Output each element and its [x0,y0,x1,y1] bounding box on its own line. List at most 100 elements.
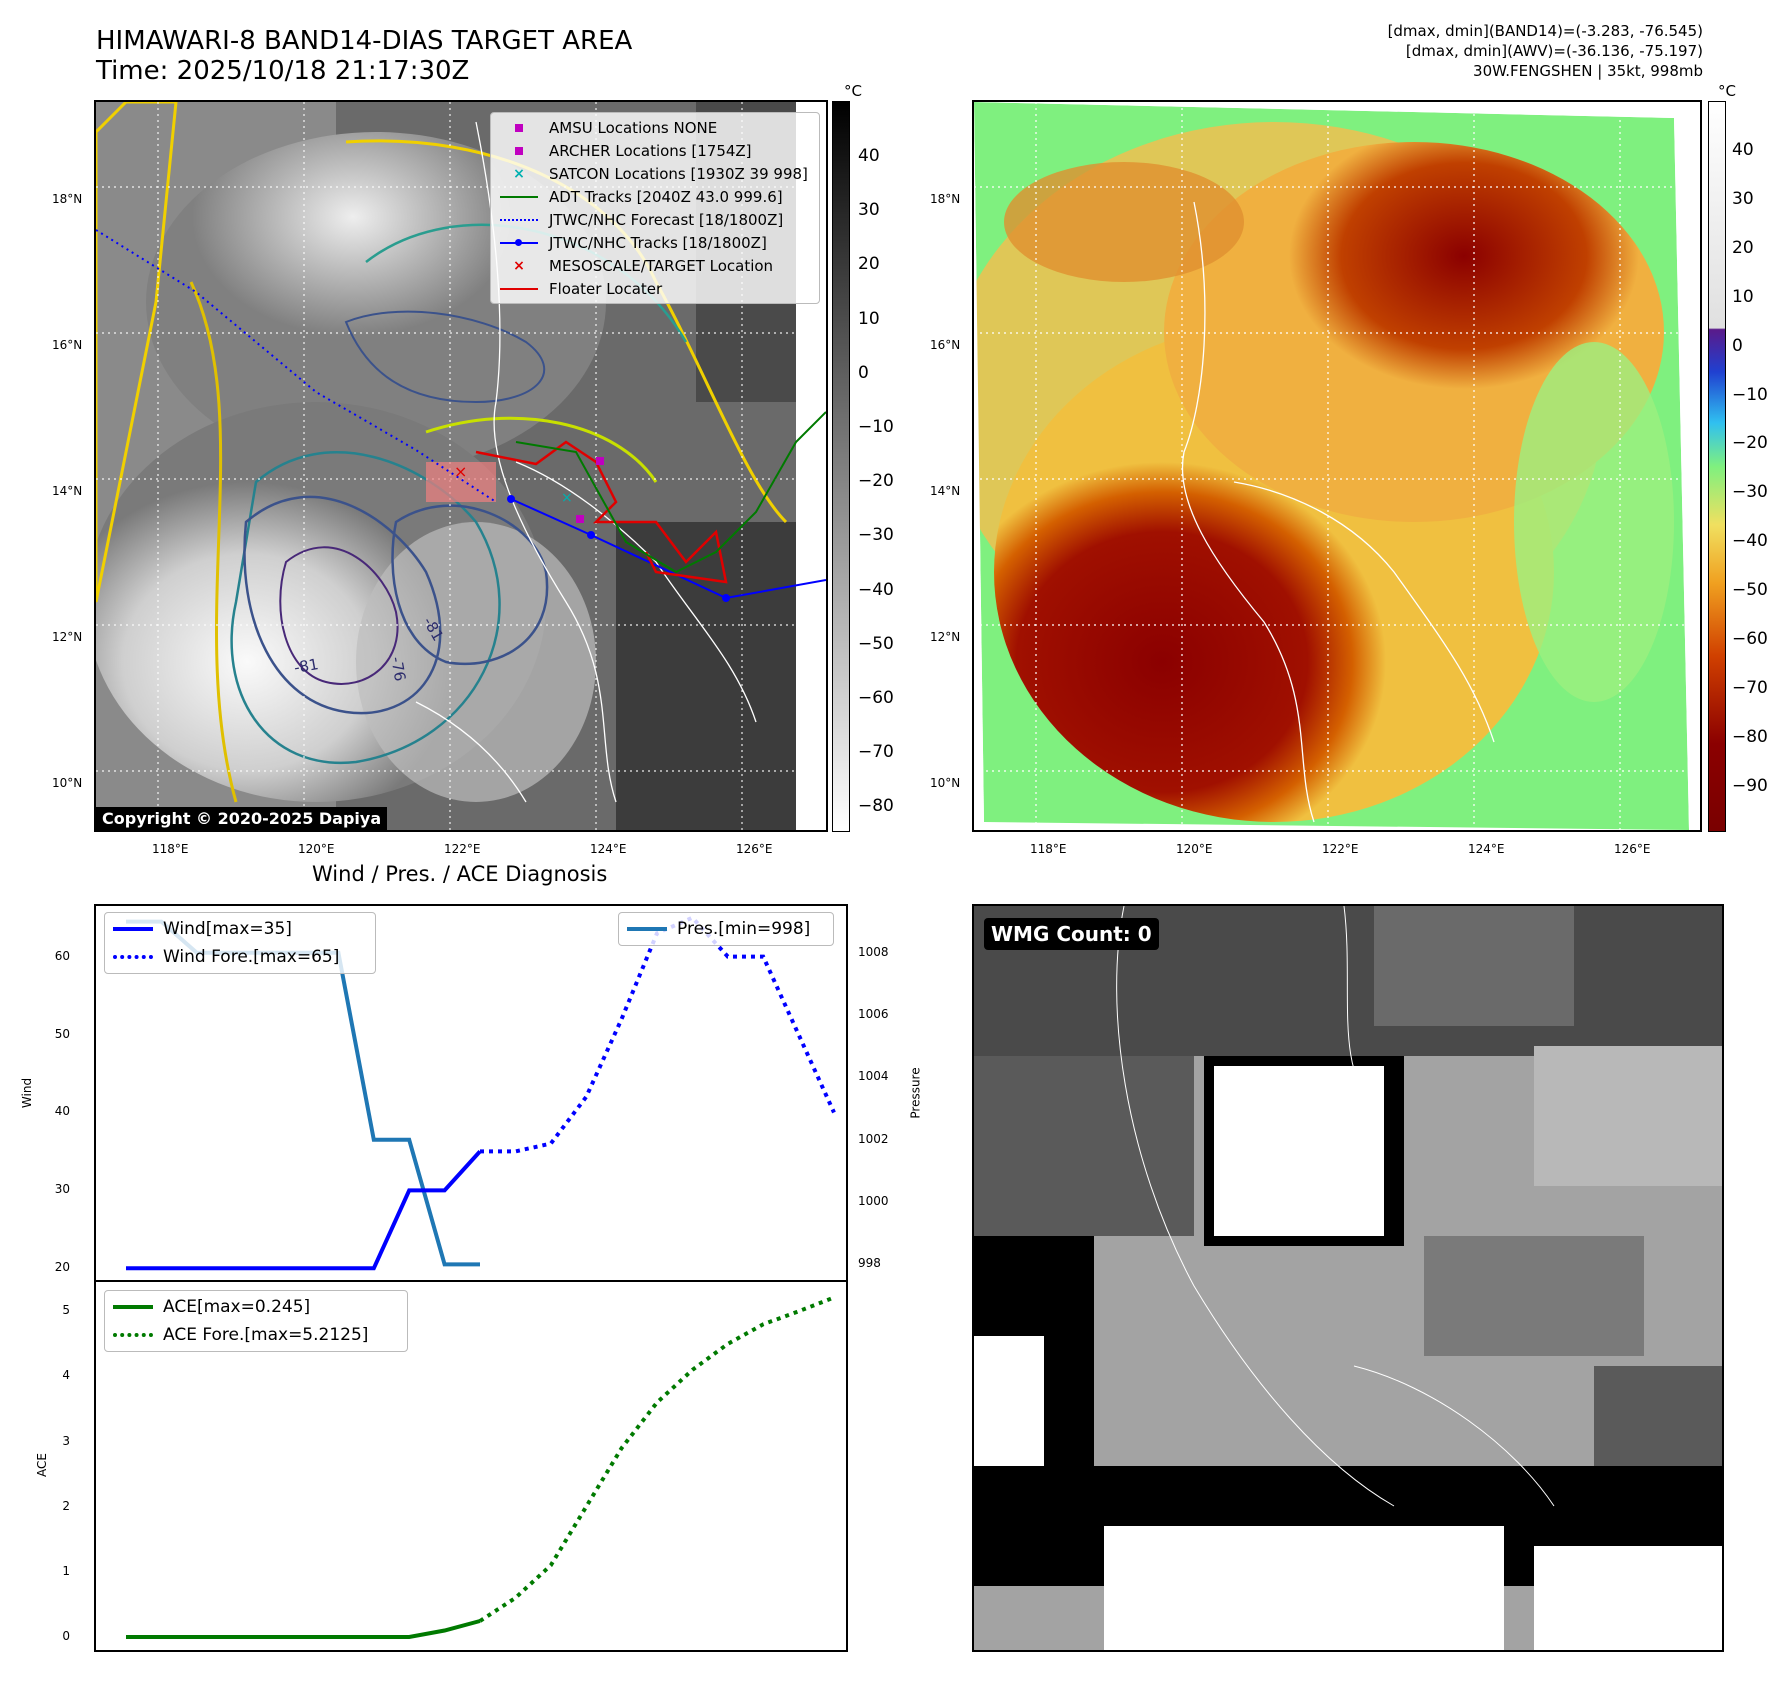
colorbar-tick: −60 [1732,629,1768,649]
colorbar-tick: −30 [1732,482,1768,503]
colorbar-tick: −90 [1732,775,1768,796]
wind-fore-series-line [480,915,836,1154]
colorbar-tick: 30 [858,200,880,221]
dotted-line-icon [113,1328,153,1342]
x-marker-icon: × [513,165,525,182]
lat-tick: 18°N [930,192,961,206]
ace-fore-series-line [478,1295,835,1623]
lon-tick: 120°E [298,842,335,856]
line-marker-icon [499,190,539,204]
lat-tick: 14°N [930,484,961,498]
colorbar-tick: −50 [858,633,894,654]
colorbar-tick: −30 [858,525,894,546]
y-tick-label: 50 [54,1026,70,1041]
colorbar-tick: −10 [1732,384,1768,405]
line-dot-icon [499,236,539,250]
legend-item: Wind[max=35] [105,915,375,943]
wind-axis-label: Wind [20,1077,35,1109]
colorbar-tick: −70 [1732,677,1768,698]
header-right-line3: 30W.FENGSHEN | 35kt, 998mb [1473,62,1703,80]
lon-tick: 120°E [1176,842,1213,856]
lon-tick: 122°E [1322,842,1359,856]
colorbar-right-unit: °C [1718,82,1736,100]
y-tick-label: 1004 [858,1069,889,1084]
pres-legend: Pres.[min=998] [618,912,834,946]
colorbar-tick: 30 [1732,188,1754,209]
y-tick-label: 40 [54,1104,70,1119]
chart-time: Time: 2025/10/18 21:17:30Z [96,56,470,86]
legend-item: Wind Fore.[max=65] [105,943,375,971]
line-marker-icon [113,922,153,936]
legend-item: ACE Fore.[max=5.2125] [105,1321,407,1349]
colorbar-tick: −80 [858,796,894,817]
lon-tick: 122°E [444,842,481,856]
legend-item: ADT Tracks [2040Z 43.0 999.6] [491,185,819,208]
lat-tick: 14°N [52,484,83,498]
colorbar-tick: 0 [1732,335,1743,356]
line-marker-icon [113,1300,153,1314]
square-marker-icon [499,144,539,158]
legend-item: Pres.[min=998] [619,915,833,943]
lat-tick: 10°N [52,776,83,790]
chart-title: HIMAWARI-8 BAND14-DIAS TARGET AREA [96,26,633,56]
lat-tick: 16°N [52,338,83,352]
y-tick-label: 998 [858,1256,881,1271]
colorbar-tick: 40 [858,146,880,166]
legend-item: AMSU Locations NONE [491,116,819,139]
map-legend: AMSU Locations NONE ARCHER Locations [17… [490,112,820,304]
colorbar-left-unit: °C [844,82,862,100]
colorbar-tick: 20 [1732,237,1754,258]
lat-tick: 12°N [930,630,961,644]
aceseries-line [126,1619,481,1639]
y-tick-label: 1006 [858,1007,889,1022]
legend-item: ARCHER Locations [1754Z] [491,139,819,162]
dotted-line-icon [499,213,539,227]
colorbar-tick: 10 [1732,286,1754,307]
dotted-line-icon [113,950,153,964]
header-right-line1: [dmax, dmin](BAND14)=(-3.283, -76.545) [1387,22,1703,40]
colorbar-tick: −70 [858,742,894,763]
colorbar-left [832,101,850,832]
x-marker-icon: × [513,257,525,274]
colorbar-tick: −10 [858,417,894,437]
y-tick-label: 1000 [858,1194,889,1209]
wind-pres-panel: Wind[max=35] Wind Fore.[max=65] Pres.[mi… [94,904,848,1282]
colorbar-tick: 40 [1732,140,1754,160]
ace-plot [126,1295,835,1639]
windseries-line [126,1150,482,1271]
svg-text:×: × [454,462,467,481]
ir-map-panel: × × -81 -81 -76 AMSU Locations NONE ARCH… [94,100,828,832]
line-marker-icon [627,922,667,936]
ace-axis-label: ACE [34,1453,49,1477]
legend-item: × MESOSCALE/TARGET Location [491,254,819,277]
colorbar-tick: −20 [858,471,894,492]
colorbar-right [1708,101,1726,832]
lon-tick: 126°E [1614,842,1651,856]
svg-text:×: × [561,490,573,506]
colorbar-tick: 0 [858,362,869,383]
lat-tick: 10°N [930,776,961,790]
square-marker-icon [499,121,539,135]
wmg-count-label: WMG Count: 0 [984,918,1159,950]
y-tick-label: 3 [62,1433,70,1448]
lat-tick: 12°N [52,630,83,644]
ace-legend: ACE[max=0.245] ACE Fore.[max=5.2125] [104,1290,408,1352]
y-tick-label: 5 [62,1303,70,1318]
diagnosis-title: Wind / Pres. / ACE Diagnosis [312,862,608,886]
lon-tick: 126°E [736,842,773,856]
colorbar-tick: −60 [858,688,894,708]
header-right-line2: [dmax, dmin](AWV)=(-36.136, -75.197) [1405,42,1703,60]
legend-item: Floater Locater [491,277,819,300]
wmg-image [974,906,1722,1650]
line-marker-icon [499,282,539,296]
awv-map-panel [972,100,1702,832]
lon-tick: 118°E [1030,842,1067,856]
wind-legend: Wind[max=35] Wind Fore.[max=65] [104,912,376,974]
colorbar-tick: −20 [1732,433,1768,454]
pressure-axis-label: Pressure [908,1067,923,1119]
y-tick-label: 1008 [858,944,889,959]
colorbar-tick: −80 [1732,726,1768,747]
y-tick-label: 1002 [858,1131,889,1146]
colorbar-tick: −40 [1732,531,1768,552]
colorbar-tick: 20 [858,254,880,275]
